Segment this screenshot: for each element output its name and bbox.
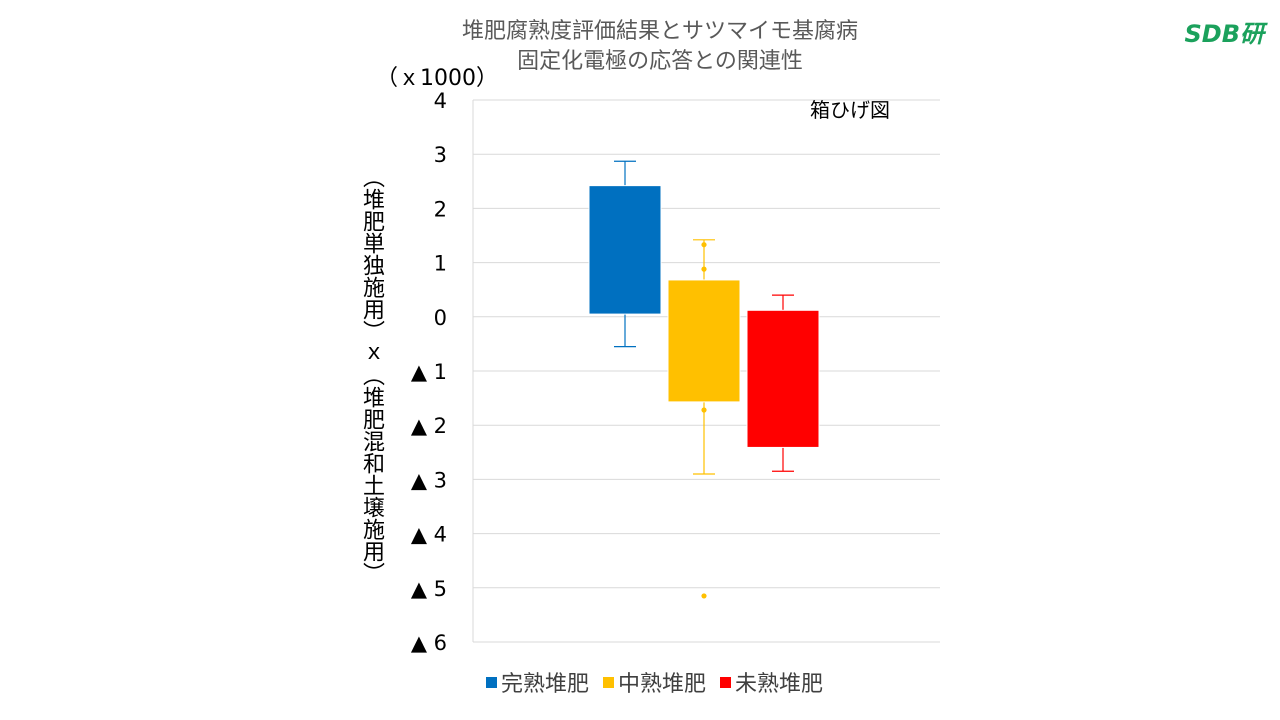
y-unit-label: （ｘ1000） <box>376 66 498 91</box>
y-tick-label: ▲ 3 <box>411 468 447 492</box>
legend: 完熟堆肥 中熟堆肥 未熟堆肥 <box>486 666 837 698</box>
legend-swatch <box>486 676 497 688</box>
box-完熟堆肥 <box>588 185 662 315</box>
y-axis-label: （堆肥単独施用）ｘ（堆肥混和土壌施用） <box>359 166 384 584</box>
outlier-point <box>701 266 707 272</box>
legend-label: 中熟堆肥 <box>618 672 707 697</box>
legend-label: 完熟堆肥 <box>501 672 590 697</box>
legend-label: 未熟堆肥 <box>735 672 824 697</box>
box-未熟堆肥 <box>746 309 820 448</box>
y-tick-label: 0 <box>434 306 447 330</box>
outlier-point <box>701 407 707 413</box>
y-tick-label: ▲ 6 <box>411 631 447 655</box>
box-中熟堆肥 <box>667 279 741 403</box>
y-tick-label: ▲ 1 <box>411 360 447 384</box>
legend-swatch <box>603 676 615 688</box>
y-tick-label: 4 <box>434 89 447 113</box>
y-tick-label: 2 <box>434 197 447 221</box>
chart-title-line-1: 堆肥腐熟度評価結果とサツマイモ基腐病 <box>461 19 858 44</box>
legend-swatch <box>720 676 732 688</box>
outlier-point <box>701 593 707 599</box>
legend-item: 未熟堆肥 <box>720 666 823 698</box>
y-tick-label: 1 <box>434 252 447 276</box>
y-tick-label: ▲ 5 <box>411 577 447 601</box>
y-tick-label: ▲ 2 <box>411 414 447 438</box>
legend-item: 完熟堆肥 <box>486 666 589 698</box>
chart-inner-label: 箱ひげ図 <box>810 98 890 122</box>
chart-title-line-2: 固定化電極の応答との関連性 <box>517 49 803 74</box>
sdb-logo: SDB研 <box>1184 20 1265 48</box>
outlier-point <box>701 242 707 248</box>
y-tick-label: ▲ 4 <box>411 523 447 547</box>
legend-item: 中熟堆肥 <box>603 666 706 698</box>
y-tick-label: 3 <box>434 143 447 167</box>
